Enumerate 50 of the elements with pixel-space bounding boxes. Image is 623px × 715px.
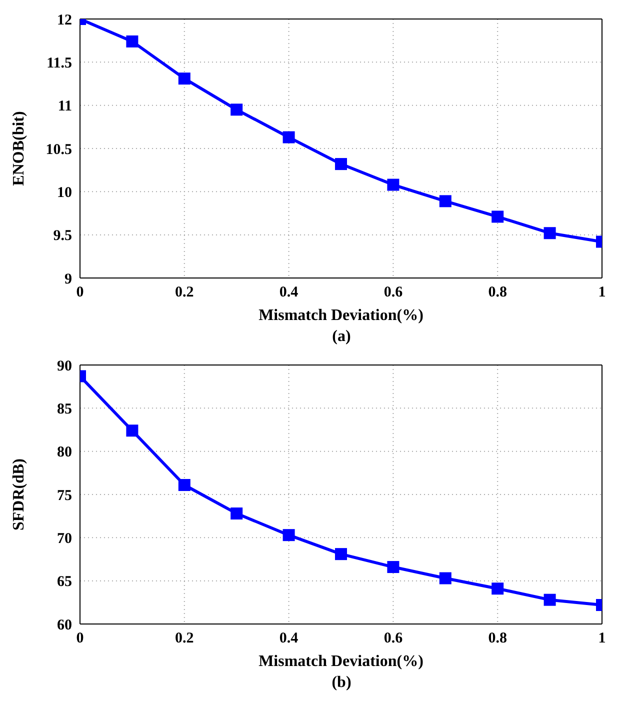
text: (a): [331, 328, 352, 346]
y-tick-label: 75: [57, 488, 72, 504]
point: [230, 104, 243, 116]
point: [492, 210, 504, 223]
y-tick-label: 10.5: [46, 142, 72, 158]
point: [439, 195, 452, 208]
y-tick-label: 10: [57, 184, 72, 201]
point: [544, 594, 556, 606]
point: [282, 131, 295, 144]
x-axis-title: Mismatch Deviation(%): [258, 307, 424, 324]
y-tick-label: 85: [57, 401, 72, 418]
y-tick-label: 90: [57, 358, 72, 374]
y-axis-title: ENOB(bit): [10, 111, 28, 186]
y-tick-label: 70: [57, 530, 72, 547]
point: [282, 529, 295, 542]
point: [126, 35, 138, 48]
y-tick-label: 60: [57, 617, 72, 634]
x-axis-title: Mismatch Deviation(%): [258, 653, 424, 670]
x-tick-label: 0: [76, 284, 84, 301]
point: [439, 572, 452, 584]
point: [178, 72, 190, 85]
x-tick-label: 0.2: [175, 284, 194, 301]
x-tick-label: 1: [598, 284, 606, 301]
point: [387, 561, 400, 574]
point: [544, 227, 556, 240]
y-axis-title: SFDR(dB): [10, 458, 28, 531]
text: (b): [330, 674, 352, 692]
x-tick-label: 0.4: [279, 284, 299, 301]
x-tick-label: 1: [598, 630, 606, 647]
x-tick-label: 0.4: [279, 630, 299, 647]
point: [230, 507, 243, 520]
x-tick-label: 0.8: [488, 630, 507, 647]
y-tick-label: 12: [57, 12, 72, 28]
y-tick-label: 9.5: [53, 228, 72, 244]
point: [387, 178, 400, 191]
point: [335, 158, 347, 170]
x-tick-label: 0.6: [384, 284, 404, 301]
point: [492, 582, 504, 595]
point: [126, 424, 138, 437]
point: [335, 548, 347, 560]
x-tick-label: 0: [76, 630, 84, 647]
point: [178, 479, 190, 492]
x-tick-label: 0.8: [488, 284, 507, 301]
x-tick-label: 0.6: [384, 630, 404, 647]
y-tick-label: 11: [58, 98, 72, 115]
x-tick-label: 0.2: [175, 630, 194, 647]
y-tick-label: 65: [57, 574, 72, 590]
y-tick-label: 11.5: [46, 55, 72, 72]
y-tick-label: 80: [57, 444, 72, 461]
y-tick-label: 9: [64, 271, 72, 288]
